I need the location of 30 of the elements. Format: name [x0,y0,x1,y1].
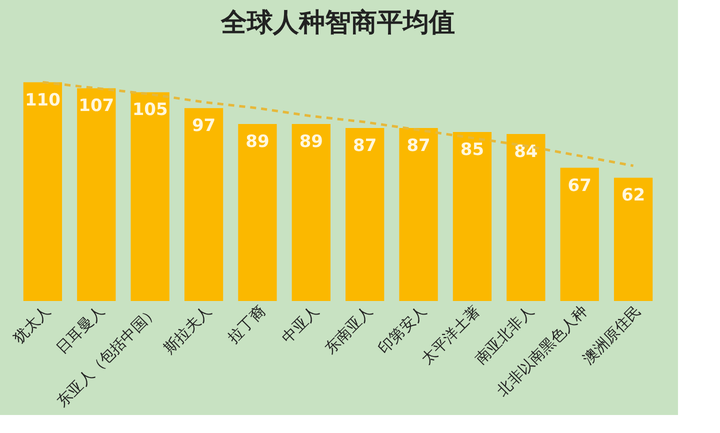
x-tick-label: 斯拉夫人 [160,302,216,358]
data-label: 85 [460,140,484,160]
chart-title: 全球人种智商平均值 [220,8,455,38]
data-label: 89 [299,132,323,152]
data-label: 87 [406,136,430,156]
bar [399,128,438,301]
bar [506,134,546,301]
bar [23,82,62,301]
bar [130,92,170,301]
x-tick-label: 中亚人 [278,302,322,347]
data-label: 62 [621,186,646,206]
data-label: 84 [514,142,538,162]
bar [238,124,277,301]
bar [614,178,653,301]
x-tick-label: 东南亚人 [321,302,376,358]
x-tick-label: 犹太人 [9,302,54,347]
data-label: 105 [132,100,168,120]
data-label: 110 [24,90,61,110]
data-label: 97 [192,116,216,136]
data-label: 89 [246,132,270,152]
x-tick-label: 拉丁裔 [224,302,269,347]
bar [560,168,599,301]
data-label: 107 [78,96,114,116]
data-label: 87 [353,136,377,156]
bar [77,88,116,301]
bar [184,108,224,301]
data-label: 67 [568,176,592,196]
bar [452,132,492,301]
bar [292,124,330,301]
bar [346,128,384,301]
